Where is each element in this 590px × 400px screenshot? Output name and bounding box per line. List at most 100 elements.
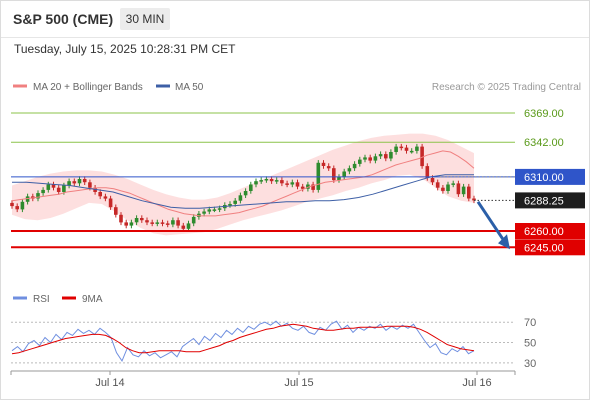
candle-body: [165, 223, 170, 225]
candle-body: [399, 146, 404, 149]
candle-body: [280, 180, 284, 184]
candle-body: [368, 157, 372, 161]
candle-body: [347, 168, 352, 172]
candle-body: [181, 225, 186, 229]
candle-body: [264, 179, 269, 181]
candle-body: [25, 196, 30, 202]
candle-body: [212, 209, 217, 211]
candle-body: [358, 159, 362, 164]
bollinger-band: [12, 133, 474, 236]
support-label: 6260.00: [524, 226, 564, 238]
rsi-tick-label: 50: [524, 338, 536, 350]
candle-body: [285, 183, 289, 185]
candle-body: [378, 154, 383, 157]
candle-body: [461, 186, 466, 195]
candle-body: [404, 147, 409, 151]
ma9-legend-label: 9MA: [82, 294, 103, 305]
price-levels: 6369.00 6342.00 6310.00 6288.25 6260.00 6245.…: [11, 108, 585, 256]
pivot-label-bg: [515, 168, 585, 185]
candle-body: [46, 184, 51, 190]
candle-body: [145, 220, 149, 223]
support-label-bg: [515, 223, 585, 239]
candle-body: [160, 222, 165, 224]
rsi-line: [11, 320, 475, 362]
candle-body: [176, 220, 180, 226]
last-price-bg: [515, 192, 585, 209]
rsi-ma-line: [11, 323, 475, 355]
candle-body: [82, 179, 87, 183]
candle-body: [472, 198, 476, 201]
candle-body: [228, 204, 232, 206]
rsi-plot: 70 50 30: [11, 317, 536, 370]
candle-body: [306, 184, 310, 189]
candle-body: [451, 183, 455, 185]
rsi-tick-label: 30: [524, 358, 536, 370]
chart-datetime: Tuesday, July 15, 2025 10:28:31 PM CET: [14, 42, 236, 56]
timeframe-badge[interactable]: 30 MIN: [120, 8, 170, 30]
candle-body: [124, 222, 128, 226]
candle-body: [20, 201, 25, 210]
candle-body: [51, 184, 56, 188]
rsi-legend-label: RSI: [33, 294, 50, 305]
chart-header: S&P 500 (CME) 30 MIN: [1, 1, 589, 38]
candle-body: [456, 183, 461, 195]
candle-body: [435, 182, 440, 188]
candle-body: [114, 207, 118, 215]
candle-body: [10, 202, 14, 207]
candle-body: [259, 180, 263, 182]
candle-body: [15, 206, 19, 210]
x-tick-label: Jul 15: [284, 377, 313, 389]
candle-body: [467, 186, 471, 199]
candle-body: [446, 184, 450, 191]
candle-body: [316, 162, 321, 190]
candle-body: [140, 218, 144, 221]
candle-body: [150, 222, 154, 224]
price-plot: [10, 133, 476, 236]
candle-body: [269, 179, 274, 182]
candle-body: [249, 184, 253, 191]
candle-body: [171, 220, 175, 225]
symbol-title: S&P 500 (CME): [13, 11, 114, 27]
support-label: 6245.00: [524, 242, 564, 254]
ma50-line: [12, 174, 474, 209]
candle-body: [41, 189, 45, 194]
candle-body: [88, 182, 92, 188]
candle-body: [415, 146, 419, 151]
candle-body: [254, 181, 258, 185]
candle-body: [409, 150, 414, 153]
candle-body: [191, 216, 196, 224]
candle-body: [342, 171, 346, 177]
forecast-arrow-shaft: [476, 200, 507, 244]
x-tick-label: Jul 14: [95, 377, 124, 389]
ma50-legend-label: MA 50: [175, 82, 204, 93]
candle-body: [217, 208, 222, 210]
candle-body: [290, 182, 295, 185]
ma20-line: [11, 150, 475, 217]
candle-body: [202, 211, 206, 214]
candle-body: [394, 146, 398, 152]
candle-body: [332, 168, 336, 181]
x-tick-label: Jul 16: [462, 377, 491, 389]
candle-body: [326, 166, 331, 169]
candle-body: [207, 209, 212, 212]
candle-body: [62, 185, 66, 192]
resistance-label: 6342.00: [524, 137, 564, 149]
forecast-arrow-head: [498, 234, 510, 250]
candle-body: [108, 198, 113, 208]
ma20-legend-label: MA 20 + Bollinger Bands: [33, 82, 143, 93]
candle-body: [337, 176, 341, 181]
pivot-label: 6310.00: [524, 172, 564, 184]
candle-body: [373, 156, 378, 161]
candle-body: [420, 146, 424, 167]
candle-body: [243, 191, 248, 196]
candle-body: [238, 195, 243, 201]
candle-body: [321, 162, 326, 166]
candle-body: [430, 178, 435, 183]
candle-body: [311, 184, 315, 190]
support-label-bg: [515, 239, 585, 256]
candle-body: [295, 182, 300, 187]
credit-text: Research © 2025 Trading Central: [432, 82, 581, 93]
candle-body: [77, 179, 82, 184]
candle-body: [155, 222, 160, 224]
